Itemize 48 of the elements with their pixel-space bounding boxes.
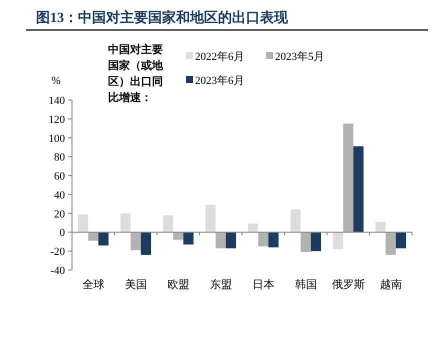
y-axis-title: % <box>51 75 61 87</box>
x-tick-label: 美国 <box>124 278 147 291</box>
y-tick-label: 80 <box>54 152 66 164</box>
x-tick-label: 日本 <box>252 278 274 291</box>
bar <box>258 232 268 246</box>
bar <box>343 124 354 232</box>
bar <box>120 213 131 232</box>
chart-title: 图13：中国对主要国家和地区的出口表现 <box>36 9 289 26</box>
y-tick-label: 40 <box>54 189 66 202</box>
bar <box>375 222 386 232</box>
bar <box>140 232 152 255</box>
bar <box>396 232 406 248</box>
bar <box>353 146 364 232</box>
x-tick-label: 俄罗斯 <box>332 278 365 291</box>
x-tick-label: 越南 <box>380 278 402 291</box>
bar <box>248 224 258 232</box>
bar <box>78 214 88 232</box>
bar <box>216 232 226 248</box>
y-tick-label: -20 <box>50 246 66 258</box>
bar <box>300 232 311 252</box>
x-tick-label: 东盟 <box>210 278 232 291</box>
y-tick-label: 60 <box>54 170 66 183</box>
bar <box>226 232 236 248</box>
legend-label: 2023年6月 <box>195 75 244 87</box>
x-tick-label: 欧盟 <box>167 279 190 291</box>
bar <box>332 232 344 250</box>
bar <box>268 232 279 248</box>
bar <box>205 204 216 232</box>
legend-title: 中国对主要国家（或地区）出口同比增速： <box>108 43 164 104</box>
y-tick-label: 140 <box>48 95 66 107</box>
y-tick-label: -40 <box>50 265 66 277</box>
y-tick-label: 0 <box>60 227 66 240</box>
bar <box>130 232 141 250</box>
y-tick-label: 100 <box>48 132 66 145</box>
bar <box>386 232 396 255</box>
bar <box>173 232 184 240</box>
y-tick-label: 20 <box>54 208 66 220</box>
bar <box>88 232 98 241</box>
bar <box>310 232 322 252</box>
bar <box>183 232 194 244</box>
x-tick-label: 韩国 <box>294 278 317 291</box>
x-tick-label: 全球 <box>82 278 104 291</box>
y-tick-label: 120 <box>48 114 66 126</box>
bar <box>98 232 109 246</box>
legend-label: 2023年5月 <box>275 51 324 63</box>
bar <box>290 210 301 232</box>
legend-label: 2022年6月 <box>195 51 244 63</box>
bar <box>162 215 174 232</box>
